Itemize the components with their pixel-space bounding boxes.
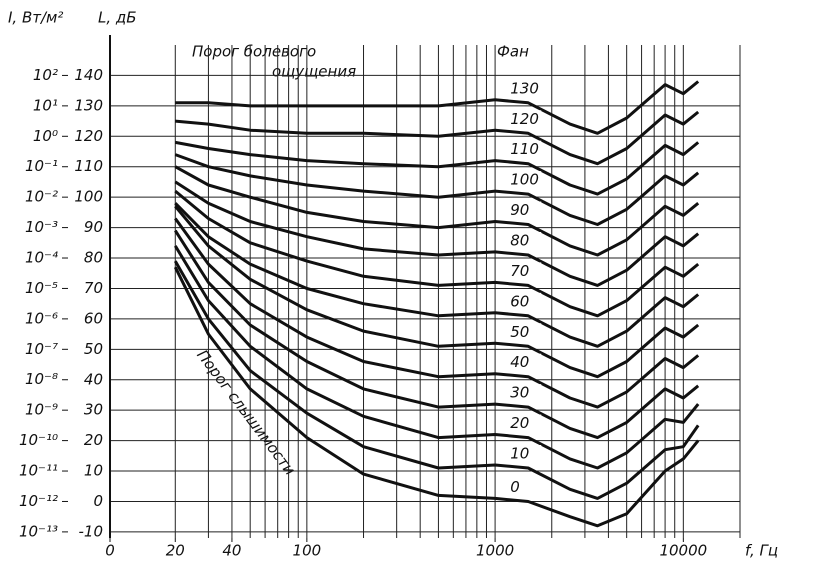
curve-label: 70 [510,262,529,280]
x-axis-label: f, Гц [745,542,778,560]
label-bg [507,201,542,220]
label-bg [507,171,542,190]
label-bg [507,323,542,342]
curve-label: 30 [510,384,529,402]
y2-tick-label: 10⁻⁸ [25,370,58,388]
curve-label: 110 [510,140,539,158]
label-bg [507,384,542,403]
y-tick-label: 50 [84,340,103,358]
y2-tick-label: 10⁰ [33,127,58,145]
curve [173,266,700,528]
curve [174,165,700,257]
y2-tick-label: 10² [33,66,58,84]
curve [174,217,700,409]
y2-tick-label: 10⁻¹ [25,157,58,175]
y-tick-label: -10 [79,522,104,540]
y-tick-label: 110 [74,157,103,175]
y-tick-label: 90 [84,218,103,236]
y-tick-label: 10 [84,462,103,480]
x-tick-label: 10000 [659,542,707,560]
x-tick-label: 1000 [476,542,514,560]
curve-label: 130 [510,79,539,97]
y-tick-label: 60 [84,309,103,327]
y2-tick-label: 10⁻⁷ [25,340,58,358]
y2-axis-label: I, Вт/м² [8,9,63,27]
curve-label: 40 [510,353,529,371]
curve-label: 120 [510,110,539,128]
label-bg [507,262,542,281]
curve [174,180,700,287]
curve-label: 0 [510,478,520,496]
y-tick-label: 20 [84,431,103,449]
x-tick-label: 20 [166,542,185,560]
curve-label: 50 [510,323,529,341]
y2-tick-label: 10⁻⁵ [25,279,58,297]
label-bg [507,231,542,250]
y-tick-label: 0 [93,492,103,510]
y2-tick-label: 10⁻⁹ [25,401,58,419]
label-bg [507,140,542,159]
curve-label: 60 [510,292,529,310]
y-tick-label: 100 [74,188,103,206]
y2-tick-label: 10⁻¹³ [19,522,58,540]
y2-tick-label: 10⁻¹² [19,492,58,510]
y-tick-label: 40 [84,370,103,388]
curve-label: 80 [510,231,529,249]
y2-tick-label: 10⁻⁴ [25,249,58,267]
y2-tick-label: 10⁻³ [25,218,58,236]
y-tick-label: 30 [84,401,103,419]
label-bg [507,110,542,129]
annotation: Порог болевого [192,43,316,61]
label-bg [507,414,542,433]
curve [174,245,700,470]
curve [174,153,700,226]
y2-tick-label: 10⁻² [25,188,58,206]
curve [174,189,700,318]
y-axis-label: L, дБ [98,9,137,27]
y2-tick-label: 10⁻⁶ [25,309,58,327]
curve-label: 20 [510,414,529,432]
curve-label: 100 [510,171,539,189]
curve [175,110,700,166]
curve [173,260,700,500]
y2-tick-label: 10¹ [33,96,58,114]
x-tick-label: 0 [105,542,115,560]
y-tick-label: 140 [74,66,103,84]
curve [175,80,700,135]
label-bg [507,79,542,98]
y2-tick-label: 10⁻¹¹ [19,462,58,480]
label-bg [507,478,542,497]
x-tick-label: 100 [293,542,322,560]
curve [174,202,700,348]
annotation: ощущения [272,63,356,81]
label-bg [507,292,542,311]
label-bg [507,445,542,464]
y2-tick-label: 10⁻¹⁰ [19,431,58,449]
y-tick-label: 80 [84,249,103,267]
y-tick-label: 130 [74,96,103,114]
x-tick-label: 40 [222,542,241,560]
curve [174,229,700,440]
curve-label: 10 [510,445,529,463]
curve [175,140,700,196]
legend-title: Фан [497,43,529,61]
label-bg [507,353,542,372]
curve [174,205,700,379]
y-tick-label: 120 [74,127,103,145]
curve-label: 90 [510,201,529,219]
y-tick-label: 70 [84,279,103,297]
